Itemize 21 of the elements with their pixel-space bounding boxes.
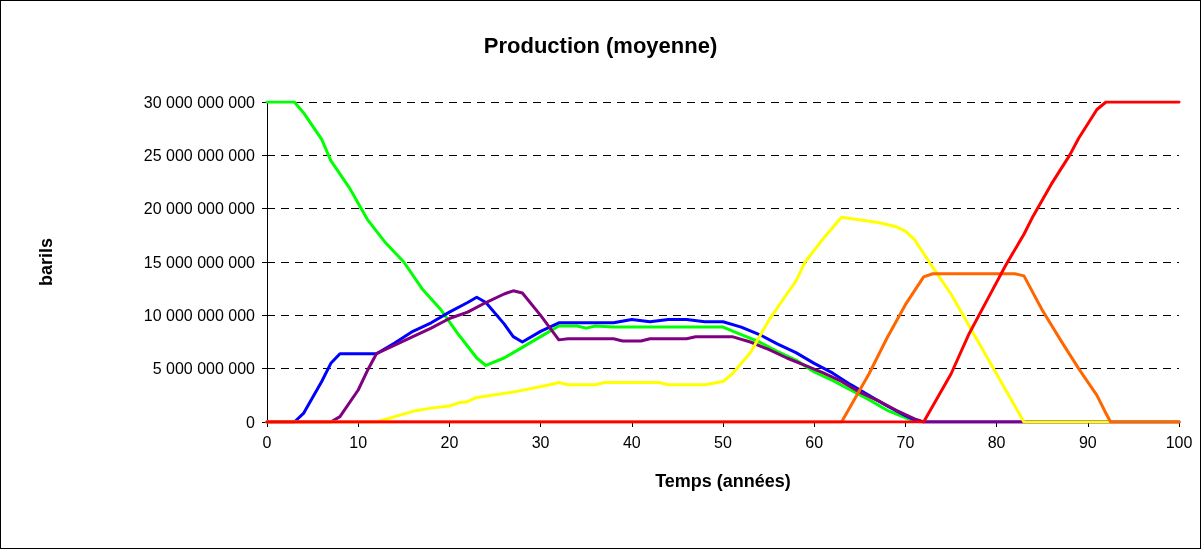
x-tick-label: 10: [349, 433, 368, 451]
x-tick-label: 40: [622, 433, 641, 451]
x-axis-title: Temps (années): [655, 471, 791, 491]
x-tick-label: 30: [531, 433, 550, 451]
x-tick-label: 20: [440, 433, 459, 451]
chart-title: Production (moyenne): [483, 32, 718, 58]
x-tick-label: 100: [1165, 433, 1193, 451]
x-tick-label: 60: [805, 433, 824, 451]
x-tick-label: 50: [714, 433, 732, 451]
x-tick-label: 80: [987, 433, 1006, 451]
x-tick-label: 70: [896, 433, 915, 451]
x-tick-label: 0: [262, 433, 272, 451]
y-tick-label: 30 000 000 000: [143, 93, 256, 111]
x-tick-label: 90: [1078, 433, 1097, 451]
y-tick-label: 10 000 000 000: [143, 306, 256, 324]
y-tick-label: 0: [246, 413, 256, 431]
y-axis-title: barils: [36, 237, 56, 287]
y-tick-label: 20 000 000 000: [143, 200, 256, 218]
y-tick-label: 15 000 000 000: [143, 253, 256, 271]
y-tick-label: 25 000 000 000: [143, 146, 256, 164]
y-tick-label: 5 000 000 000: [152, 360, 256, 378]
